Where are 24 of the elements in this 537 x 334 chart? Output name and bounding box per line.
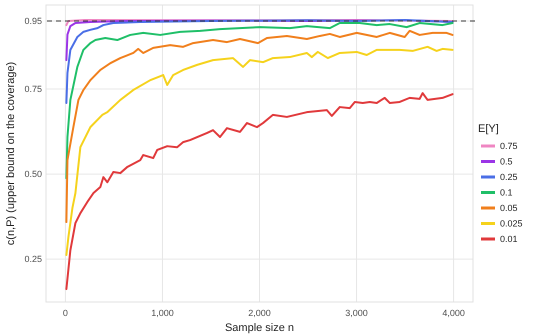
x-axis-title: Sample size n bbox=[224, 322, 294, 334]
legend-label: 0.25 bbox=[500, 172, 518, 182]
y-tick-label: 0.50 bbox=[24, 169, 42, 180]
line-series bbox=[65, 22, 454, 180]
legend-label: 0.025 bbox=[500, 218, 523, 228]
x-tick-label: 0 bbox=[62, 308, 68, 318]
x-tick-label: 4,000 bbox=[442, 308, 465, 318]
line-series bbox=[65, 18, 454, 104]
x-tick-label: 1,000 bbox=[151, 308, 174, 318]
line-series bbox=[65, 92, 454, 290]
line-series bbox=[65, 46, 454, 256]
x-tick-label: 2,000 bbox=[248, 308, 271, 318]
y-tick-label: 0.75 bbox=[24, 84, 42, 94]
legend-label: 0.1 bbox=[500, 188, 513, 198]
legend-label: 0.75 bbox=[500, 141, 518, 151]
line-series bbox=[65, 30, 454, 224]
y-tick-label: 0.95 bbox=[24, 16, 42, 26]
y-axis-title: c(n,P) (upper bound on the coverage) bbox=[5, 62, 17, 246]
legend-title: E[Y] bbox=[478, 123, 499, 135]
x-tick-label: 3,000 bbox=[345, 308, 368, 318]
y-tick-label: 0.25 bbox=[24, 254, 42, 264]
legend-label: 0.01 bbox=[500, 234, 518, 244]
legend-label: 0.05 bbox=[500, 203, 518, 213]
legend-label: 0.5 bbox=[500, 156, 513, 166]
